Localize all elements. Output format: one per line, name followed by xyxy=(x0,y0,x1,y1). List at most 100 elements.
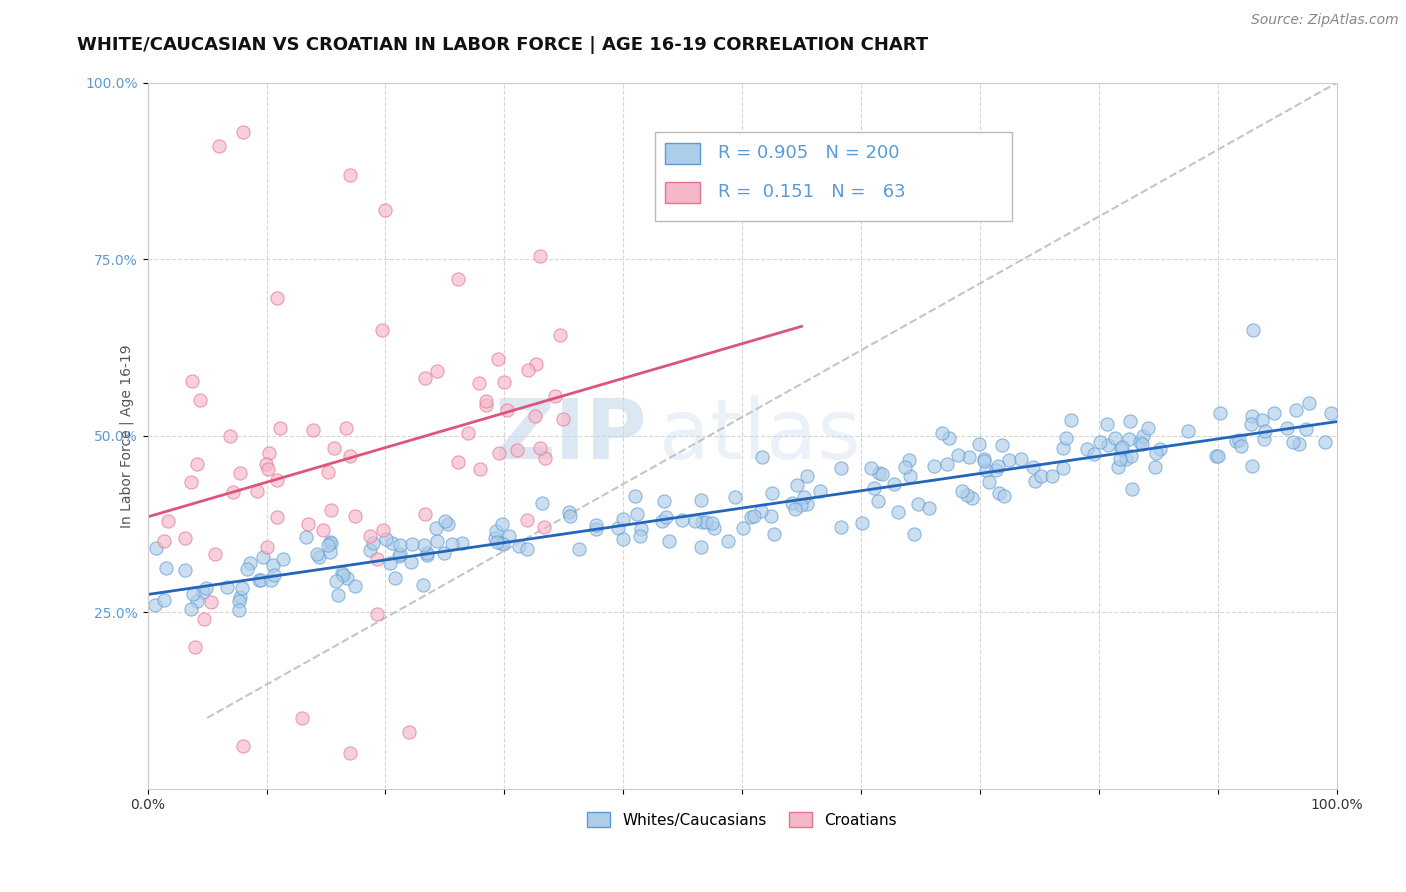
Point xyxy=(516,363,538,377)
Point xyxy=(412,578,434,592)
Point xyxy=(235,562,257,576)
Text: ZIP: ZIP xyxy=(495,395,647,476)
Point xyxy=(413,507,436,521)
Point xyxy=(1288,437,1310,451)
Point xyxy=(475,394,498,409)
Point xyxy=(1253,433,1275,447)
Point xyxy=(381,535,404,549)
Point xyxy=(1060,413,1083,427)
Point xyxy=(761,486,783,500)
Point xyxy=(468,462,491,476)
Point xyxy=(1315,435,1337,450)
Point xyxy=(222,485,245,500)
Point xyxy=(922,459,945,474)
Point xyxy=(188,392,211,407)
Point xyxy=(988,485,1011,500)
Point xyxy=(808,484,831,499)
Point xyxy=(1240,458,1263,473)
Point xyxy=(262,558,284,572)
Point xyxy=(263,567,285,582)
Point xyxy=(239,556,262,570)
Point xyxy=(339,168,361,182)
Point xyxy=(783,502,806,516)
FancyBboxPatch shape xyxy=(665,143,700,164)
FancyBboxPatch shape xyxy=(655,132,1012,220)
Point xyxy=(295,530,318,544)
Point xyxy=(186,593,208,607)
Legend: Whites/Caucasians, Croatians: Whites/Caucasians, Croatians xyxy=(581,805,903,834)
Point xyxy=(339,746,361,760)
Point xyxy=(1282,435,1305,450)
Point xyxy=(1149,442,1171,456)
Point xyxy=(830,460,852,475)
Point xyxy=(851,516,873,530)
Point xyxy=(862,482,884,496)
Point xyxy=(228,593,250,607)
Point xyxy=(505,443,527,458)
Point xyxy=(269,421,291,435)
Point xyxy=(246,484,269,499)
Point xyxy=(907,497,929,511)
Point xyxy=(606,521,628,535)
Point xyxy=(796,469,818,483)
Point xyxy=(695,515,717,529)
Point xyxy=(1121,482,1143,496)
Point xyxy=(931,425,953,440)
Point xyxy=(145,541,167,555)
Point xyxy=(1241,323,1264,337)
Point xyxy=(962,491,984,506)
Point xyxy=(1132,429,1154,443)
Point xyxy=(366,552,388,566)
Point xyxy=(307,547,329,561)
FancyBboxPatch shape xyxy=(665,182,700,202)
Point xyxy=(786,478,808,492)
Point xyxy=(319,545,342,559)
Point xyxy=(585,517,607,532)
Point xyxy=(1205,449,1227,463)
Point xyxy=(447,272,470,286)
Point xyxy=(751,450,773,464)
Point xyxy=(762,527,785,541)
Point xyxy=(1206,450,1229,464)
Point xyxy=(997,453,1019,467)
Point xyxy=(457,425,479,440)
Point xyxy=(330,566,353,580)
Point xyxy=(426,533,449,548)
Text: Source: ZipAtlas.com: Source: ZipAtlas.com xyxy=(1251,13,1399,28)
Point xyxy=(252,550,274,565)
Point xyxy=(325,574,347,588)
Point xyxy=(1083,447,1105,461)
Point xyxy=(868,466,890,480)
Point xyxy=(938,432,960,446)
Point xyxy=(655,509,678,524)
Y-axis label: In Labor Force | Age 16-19: In Labor Force | Age 16-19 xyxy=(120,344,134,527)
Text: atlas: atlas xyxy=(659,395,860,476)
Point xyxy=(1095,417,1118,431)
Point xyxy=(485,524,508,539)
Point xyxy=(1010,451,1032,466)
Point xyxy=(366,607,388,621)
Point xyxy=(529,249,551,263)
Point xyxy=(529,442,551,456)
Point xyxy=(957,450,980,464)
Point xyxy=(375,532,398,546)
Point xyxy=(475,398,498,412)
Point xyxy=(401,537,423,551)
Point xyxy=(1229,434,1251,448)
Point xyxy=(153,593,176,607)
Point xyxy=(1240,417,1263,432)
Point xyxy=(416,548,439,562)
Point xyxy=(1143,459,1166,474)
Point xyxy=(247,573,270,587)
Point xyxy=(790,498,813,512)
Point xyxy=(359,529,381,543)
Point xyxy=(977,475,1000,489)
Point xyxy=(558,509,581,524)
Point xyxy=(266,291,288,305)
Point xyxy=(1052,461,1074,475)
Point xyxy=(534,450,557,465)
Point xyxy=(872,467,894,481)
Point xyxy=(266,473,288,487)
Point xyxy=(229,466,252,480)
Point xyxy=(447,455,470,469)
